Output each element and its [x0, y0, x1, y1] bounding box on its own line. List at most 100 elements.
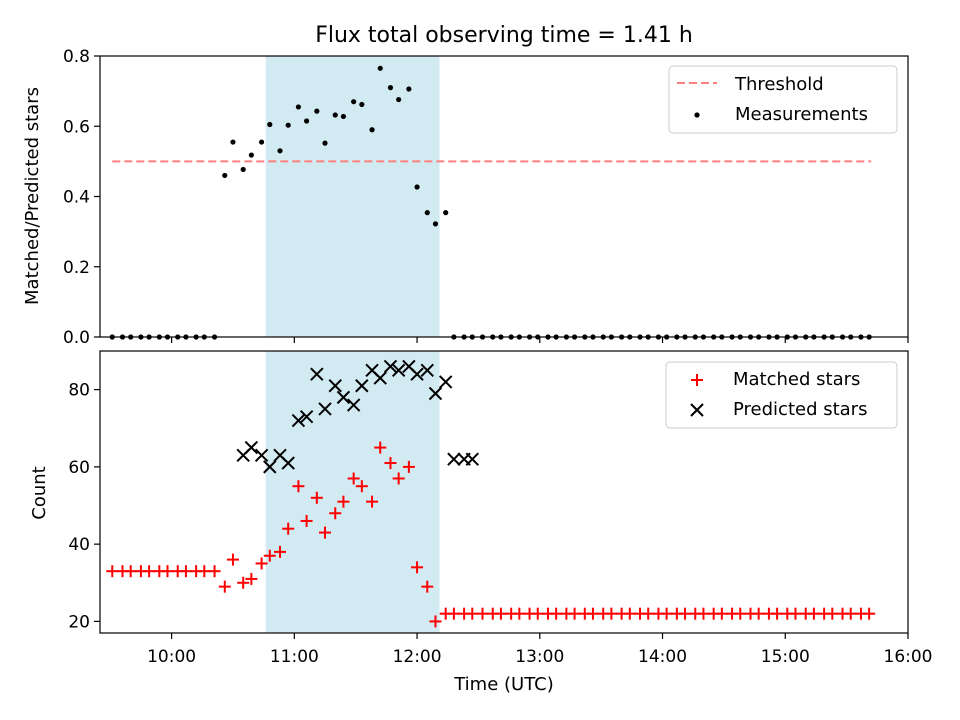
measurement-point — [295, 104, 302, 110]
matched-star-point — [402, 460, 415, 473]
y-tick-label: 20 — [68, 612, 90, 632]
matched-star-point — [124, 565, 137, 578]
predicted-star-point — [328, 379, 342, 393]
predicted-star-point — [373, 371, 387, 385]
measurement-points — [109, 65, 872, 340]
measurement-point — [396, 96, 402, 103]
matched-star-point — [282, 522, 295, 535]
observing-window-bottom — [265, 351, 440, 633]
matched-star-point — [274, 545, 287, 558]
matched-star-point — [421, 580, 434, 593]
measurement-point — [369, 127, 375, 133]
measurement-point — [377, 65, 383, 71]
top-panel: 0.00.20.40.60.8 Matched/Predicted stars … — [22, 47, 909, 348]
x-tick-label: 10:00 — [147, 647, 196, 667]
predicted-star-point — [291, 413, 306, 428]
matched-star-point — [642, 607, 655, 620]
matched-star-point — [392, 472, 405, 485]
matched-star-point — [366, 495, 379, 508]
legend-predicted-swatch — [690, 403, 704, 417]
predicted-star-point — [310, 367, 324, 381]
measurement-point — [340, 113, 347, 120]
measurement-point — [322, 140, 328, 146]
measurement-point — [222, 172, 228, 179]
predicted-star-point — [336, 390, 351, 405]
measurement-point — [443, 210, 449, 216]
matched-stars-points — [106, 441, 876, 628]
matched-star-point — [374, 441, 387, 454]
chart-title: Flux total observing time = 1.41 h — [315, 23, 693, 48]
measurement-point — [277, 148, 283, 154]
matched-star-point — [466, 607, 479, 620]
matched-star-point — [531, 607, 544, 620]
predicted-star-point — [465, 452, 480, 466]
x-tick-label: 12:00 — [393, 647, 442, 667]
matched-star-point — [789, 607, 802, 620]
matched-star-point — [143, 565, 156, 578]
y-tick-label: 60 — [68, 458, 90, 478]
matched-star-point — [319, 526, 332, 539]
predicted-star-point — [410, 367, 424, 381]
observing-window-top — [265, 56, 440, 337]
predicted-star-point — [420, 363, 434, 378]
y-tick-label: 40 — [68, 535, 90, 555]
bottom-legend: Matched stars Predicted stars — [665, 361, 898, 429]
predicted-star-point — [447, 452, 461, 466]
predicted-star-point — [281, 456, 295, 470]
predicted-star-point — [346, 398, 361, 412]
matched-star-point — [752, 607, 765, 620]
measurement-point — [406, 86, 412, 92]
predicted-star-point — [299, 409, 314, 424]
matched-star-point — [476, 607, 489, 620]
legend-matched-label: Matched stars — [733, 369, 860, 390]
y-tick-label: 0.8 — [63, 47, 90, 67]
measurement-point — [248, 152, 254, 158]
top-y-axis-label: Matched/Predicted stars — [22, 87, 43, 305]
y-tick-label: 0.6 — [63, 117, 90, 137]
matched-star-point — [245, 572, 258, 585]
y-tick-label: 80 — [68, 381, 90, 401]
measurement-point — [424, 210, 430, 216]
matched-star-point — [844, 607, 857, 620]
matched-star-point — [208, 565, 221, 578]
measurement-point — [332, 112, 338, 118]
predicted-star-point — [318, 402, 332, 416]
legend-measurements-swatch — [694, 112, 700, 118]
matched-star-point — [263, 549, 276, 562]
matched-star-point — [697, 607, 710, 620]
y-tick-label: 0.2 — [63, 258, 90, 278]
matched-star-point — [347, 472, 360, 485]
matched-star-point — [863, 607, 876, 620]
matched-star-point — [355, 480, 368, 493]
bottom-y-ticks: 20 40 60 80 — [68, 381, 100, 632]
measurement-point — [230, 139, 236, 145]
measurement-point — [304, 118, 310, 124]
matched-star-point — [550, 607, 563, 620]
predicted-star-point — [438, 375, 453, 389]
y-tick-label: 0.0 — [63, 328, 90, 348]
predicted-star-point — [254, 448, 269, 463]
bottom-panel: 20 40 60 80 10:00 11:00 12:00 13:00 14:00 15:00 1… — [29, 350, 933, 695]
bottom-x-ticks: 10:00 11:00 12:00 13:00 14:00 15:00 16:00 — [147, 633, 933, 667]
matched-star-point — [106, 565, 119, 578]
measurement-point — [387, 85, 394, 91]
bottom-axes-frame — [99, 350, 909, 634]
matched-star-point — [623, 607, 636, 620]
matched-star-point — [198, 565, 211, 578]
measurement-point — [285, 122, 291, 128]
measurement-point — [432, 221, 439, 227]
measurement-point — [259, 139, 265, 145]
matched-star-point — [226, 553, 239, 566]
top-legend: Threshold Measurements — [668, 65, 898, 134]
matched-star-point — [179, 565, 192, 578]
y-tick-label: 0.4 — [63, 188, 90, 208]
matched-star-point — [605, 607, 618, 620]
predicted-star-point — [244, 440, 259, 455]
matched-star-point — [494, 607, 507, 620]
measurement-point — [314, 108, 320, 114]
measurement-point — [240, 166, 246, 173]
matched-star-point — [337, 495, 350, 508]
top-x-ticks — [170, 337, 909, 343]
predicted-star-point — [428, 386, 443, 401]
